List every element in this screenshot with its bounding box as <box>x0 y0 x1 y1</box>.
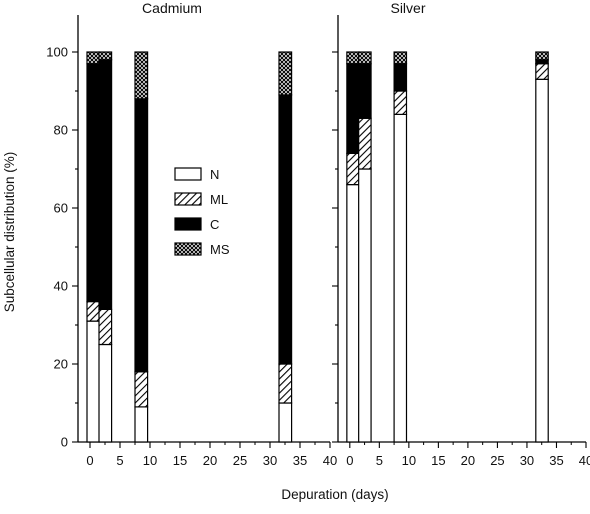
silver-panel: 0 5 10 15 20 25 30 35 40 Silver <box>332 0 590 468</box>
x-tick-label: 10 <box>402 453 416 468</box>
panel-title: Silver <box>390 0 425 16</box>
x-tick-label: 15 <box>431 453 445 468</box>
legend-label-c: C <box>210 217 219 232</box>
x-tick-label: 5 <box>376 453 383 468</box>
bar-segment-c <box>86 63 101 303</box>
x-tick-label: 40 <box>323 453 337 468</box>
y-tick-label: 0 <box>61 435 68 450</box>
bar-segment-c <box>278 94 293 365</box>
legend-swatch-n <box>174 167 202 181</box>
x-tick-label: 0 <box>86 453 93 468</box>
bar-segment-c <box>358 63 372 119</box>
cadmium-panel: 0 20 40 60 80 100 0 5 10 15 20 25 30 35 40 Cadmium <box>46 0 337 468</box>
legend-swatch-ms <box>174 242 202 256</box>
bar-segment-ms <box>346 51 360 65</box>
x-tick-label: 20 <box>203 453 217 468</box>
y-tick-label: 100 <box>46 45 68 60</box>
x-tick-label: 15 <box>173 453 187 468</box>
y-tick-label: 80 <box>54 123 68 138</box>
bar-segment-ms <box>86 51 101 65</box>
bar-segment-n <box>393 113 408 443</box>
bar-segment-n <box>278 402 293 443</box>
legend-swatch-c <box>174 217 202 231</box>
bar-segment-ml <box>535 63 549 80</box>
panel-title: Cadmium <box>142 0 202 16</box>
y-axis-title: Subcellular distribution (%) <box>2 152 17 313</box>
x-tick-label: 40 <box>579 453 590 468</box>
x-tick-label: 0 <box>346 453 353 468</box>
legend-label-ml: ML <box>210 192 228 207</box>
bar-segment-c <box>134 98 149 373</box>
bar-segment-ml <box>98 308 113 346</box>
legend-label-ms: MS <box>210 242 230 257</box>
bar-segment-n <box>134 406 149 443</box>
bar-segment-ml <box>358 117 372 170</box>
bar-segment-n <box>346 184 360 443</box>
bar-segment-ms <box>358 51 372 65</box>
bar-segment-n <box>98 343 113 443</box>
bar-segment-ms <box>98 51 113 61</box>
bar-segment-ms <box>393 51 408 65</box>
bar-segment-n <box>86 320 101 443</box>
bar-segment-n <box>358 168 372 443</box>
x-tick-label: 30 <box>263 453 277 468</box>
bar-segment-c <box>98 59 113 311</box>
bar-segment-ms <box>278 51 293 96</box>
x-tick-label: 35 <box>293 453 307 468</box>
bar-segment-ml <box>134 371 149 408</box>
bar-segment-ml <box>86 301 101 322</box>
bar-segment-ms <box>134 51 149 100</box>
x-axis-title: Depuration (days) <box>281 487 388 502</box>
legend: N ML C MS <box>174 167 230 257</box>
x-tick-label: 5 <box>116 453 123 468</box>
legend-swatch-ml <box>174 192 202 206</box>
bar-segment-c <box>393 63 408 92</box>
x-tick-label: 25 <box>233 453 247 468</box>
x-tick-label: 20 <box>461 453 475 468</box>
bar-segment-n <box>535 78 549 443</box>
legend-label-n: N <box>210 167 219 182</box>
y-tick-label: 40 <box>54 279 68 294</box>
bar-segment-ms <box>535 51 549 61</box>
y-tick-label: 60 <box>54 201 68 216</box>
x-tick-label: 25 <box>490 453 504 468</box>
x-tick-label: 30 <box>520 453 534 468</box>
bar-segment-c <box>346 63 360 154</box>
y-tick-label: 20 <box>54 357 68 372</box>
bar-segment-ml <box>278 363 293 404</box>
x-tick-label: 10 <box>143 453 157 468</box>
x-tick-label: 35 <box>549 453 563 468</box>
bar-segment-ml <box>346 152 360 186</box>
bar-segment-ml <box>393 90 408 115</box>
